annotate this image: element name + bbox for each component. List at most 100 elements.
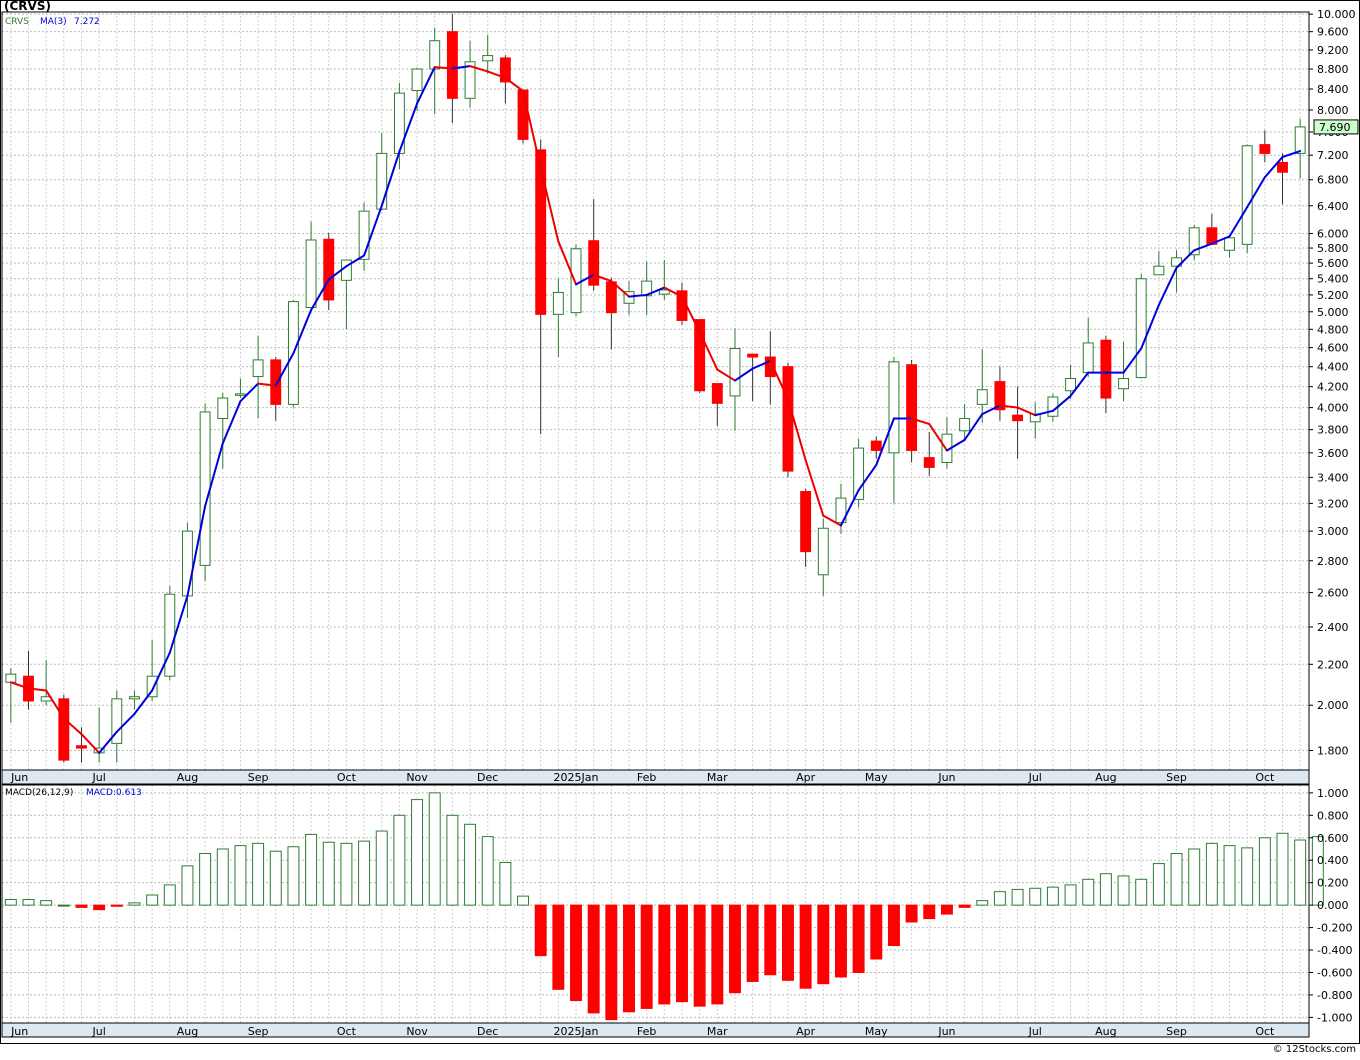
candle-body [323,238,335,301]
candle-body [182,530,193,597]
ma-segment [80,733,101,754]
candle-body [305,239,317,309]
ma-segment [1228,206,1249,238]
macd-bar [870,904,883,960]
month-label: Jul [1028,1025,1042,1038]
candle-body [605,281,617,314]
macd-bar [1011,888,1024,906]
price-tick-label: 9.200 [1317,44,1349,57]
macd-bar [75,904,88,908]
macd-bar [1311,836,1324,906]
price-tick-label: 2.400 [1317,621,1349,634]
month-label: Feb [637,771,656,784]
price-tick-label: 4.400 [1317,361,1349,374]
macd-bar [146,894,159,906]
candle-body [711,383,723,404]
price-tick-label: 3.600 [1317,447,1349,460]
ma-segment [910,417,931,426]
ma-segment [822,514,842,527]
copyright-text: © 12Stocks.com [1272,1044,1356,1055]
macd-bar [1223,845,1236,906]
ma-segment [1122,347,1143,374]
macd-bar [199,852,212,906]
candle-body [694,319,706,392]
ma-segment [1281,150,1302,158]
candle-body [358,210,370,260]
candle-body [747,353,759,358]
candle-body [464,61,476,99]
month-label: Jun [937,771,955,784]
ma-segment [804,459,825,517]
candle-body [552,291,564,315]
macd-bar [1064,884,1077,906]
candle-body [376,152,388,210]
macd-bar [428,792,441,906]
macd-bar [234,845,247,906]
candle-body [994,381,1006,411]
ma-segment [663,286,683,298]
price-tick-label: 2.800 [1317,555,1349,568]
macd-bar [976,900,989,906]
price-tick-label: 5.200 [1317,289,1349,302]
macd-bar [22,899,35,906]
candle-body [517,89,529,140]
last-price-box [1313,119,1359,135]
ma-segment [1246,176,1266,209]
macd-bar [887,904,900,947]
ma-segment [469,65,489,73]
month-label: Dec [477,771,498,784]
price-tick-label: 3.200 [1317,497,1349,510]
ma-segment [963,413,984,441]
macd-bar [93,904,106,911]
ma-segment [45,689,65,720]
macd-bar [1276,832,1289,906]
month-label: Nov [406,1025,428,1038]
macd-bar [1294,839,1307,906]
macd-tick-label: 1.000 [1317,787,1349,800]
month-label: Mar [707,1025,728,1038]
ma-segment [557,240,578,286]
month-label: Aug [177,771,198,784]
legend-symbol: CRVS [5,17,29,27]
candle-body [1259,144,1271,154]
macd-bar [676,904,688,1003]
macd-tick-label: 0.200 [1317,877,1349,890]
price-tick-label: 2.000 [1317,699,1349,712]
ma-segment [716,368,736,382]
candle-body [782,366,794,472]
ma-line [9,65,1302,754]
ma-segment [204,442,224,508]
macd-bar [1082,878,1095,906]
price-tick-label: 8.800 [1317,63,1349,76]
macd-bar [764,904,777,976]
ma-segment [645,286,666,296]
price-tick-label: 6.800 [1317,174,1349,187]
macd-bar [4,899,17,906]
macd-bar [746,904,759,982]
macd-bar [658,904,671,1005]
macd-bar [570,904,582,1002]
candle-body [1135,278,1147,379]
macd-bar [446,814,459,906]
candle-body [217,397,229,419]
macd-tick-label: 0.000 [1317,899,1349,912]
macd-bar [834,904,847,978]
month-label: Oct [1255,771,1275,784]
candle-body [111,698,123,744]
price-tick-label: 8.400 [1317,83,1349,96]
month-label: Aug [177,1025,198,1038]
macd-bar [110,904,123,907]
candle-body [906,364,918,451]
candle-body [446,31,458,99]
ma-segment [751,359,772,370]
macd-bar [711,904,724,1005]
candle-body [835,497,847,524]
macd-bar [587,904,600,1014]
macd-bar [181,865,194,906]
candle-body [270,359,282,405]
month-label: Jun [10,771,28,784]
macd-bar [923,904,936,920]
price-tick-label: 6.400 [1317,200,1349,213]
price-grid [2,12,1309,770]
